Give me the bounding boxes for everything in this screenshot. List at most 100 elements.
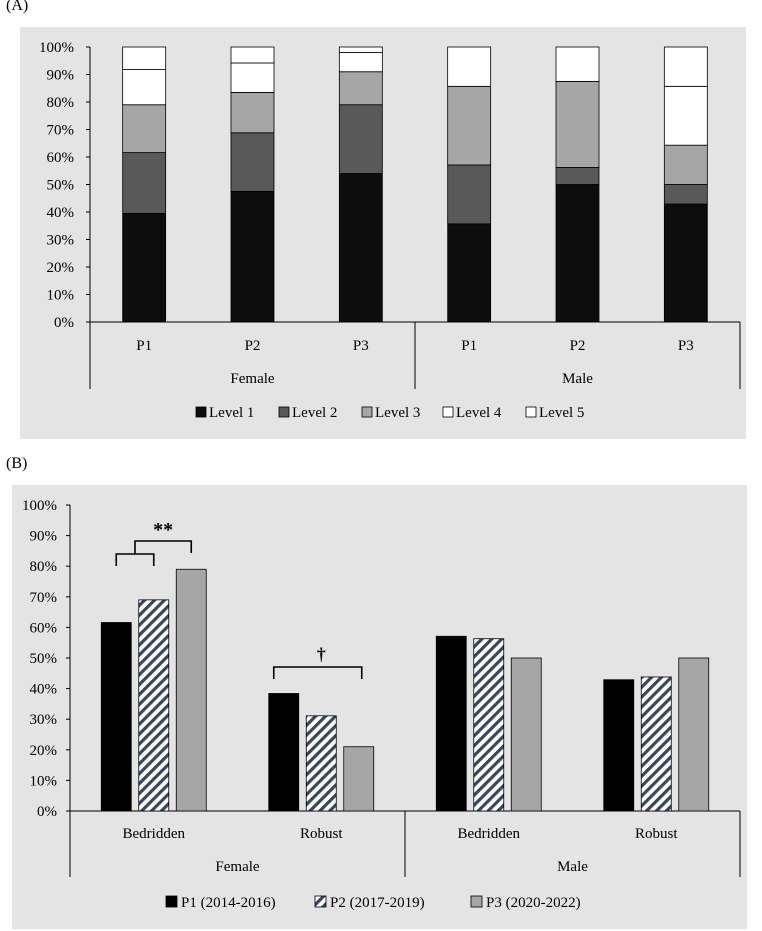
legend-label: Level 2 (292, 405, 337, 421)
y-tick-label: 20% (30, 743, 58, 759)
y-tick-label: 90% (30, 529, 58, 545)
bar-segment (338, 173, 383, 323)
significance-label: † (317, 644, 326, 664)
group-label: Female (230, 371, 274, 387)
bar-segment (122, 212, 167, 323)
bar-segment (555, 167, 600, 185)
bar-segment (230, 62, 275, 93)
y-tick-label: 90% (47, 68, 75, 84)
bar-segment (122, 46, 167, 70)
legend-swatch (470, 895, 483, 908)
y-tick-label: 30% (47, 233, 75, 249)
x-tick-label: P3 (353, 338, 369, 354)
y-tick-label: 70% (30, 590, 58, 606)
chart-b: 0% 10% 20% 30% 40% 50% 60% 70% 80% 90% 100% Bedridd… (22, 498, 741, 911)
bar-segment (447, 85, 492, 166)
significance-label: ** (153, 519, 173, 541)
bar-segment (555, 46, 600, 82)
significance-bracket (272, 666, 363, 679)
y-tick-label: 70% (47, 123, 75, 139)
bar (175, 568, 207, 812)
x-tick-label: P2 (570, 338, 586, 354)
legend-swatch (278, 406, 290, 418)
bar-segment (122, 69, 167, 106)
legend-swatch (314, 895, 327, 908)
bar-segment (122, 152, 167, 214)
y-tick-label: 50% (30, 651, 58, 667)
x-tick-label: Bedridden (123, 826, 186, 842)
bar-segment (663, 184, 708, 205)
legend-label: P1 (2014-2016) (181, 895, 276, 911)
x-tick-label: Bedridden (458, 826, 521, 842)
legend-swatch (442, 406, 454, 418)
x-tick-label: P1 (136, 338, 152, 354)
legend-swatch (361, 406, 373, 418)
legend-label: P3 (2020-2022) (486, 895, 581, 911)
x-tick-label: Robust (635, 826, 678, 842)
group-label: Male (562, 371, 593, 387)
legend-label: Level 1 (209, 405, 254, 421)
y-tick-label: 100% (39, 40, 74, 56)
legend-swatch (165, 895, 178, 908)
bar-segment (338, 71, 383, 106)
panel-b-label: (B) (6, 455, 28, 472)
bar-segment (663, 144, 708, 185)
legend-swatch (195, 406, 207, 418)
bar-segment (230, 91, 275, 134)
y-tick-label: 80% (47, 95, 75, 111)
bar-segment (230, 46, 275, 64)
bar (473, 638, 505, 812)
legend-label: Level 5 (539, 405, 584, 421)
y-tick-label: 100% (22, 498, 57, 514)
legend-label: P2 (2017-2019) (330, 895, 425, 911)
bar-segment (230, 190, 275, 323)
bar (343, 746, 375, 812)
x-tick-label: P2 (245, 338, 261, 354)
bar-segment (555, 184, 600, 323)
y-tick-label: 80% (30, 559, 58, 575)
bar-segment (230, 132, 275, 192)
bar-segment (663, 46, 708, 87)
y-tick-label: 0% (37, 804, 57, 820)
legend-label: Level 4 (456, 405, 502, 421)
y-tick-label: 60% (30, 620, 58, 636)
x-tick-label: P1 (461, 338, 477, 354)
bar-segment (447, 223, 492, 323)
bar-segment (663, 203, 708, 323)
bar-segment (122, 104, 167, 153)
y-tick-label: 20% (47, 260, 75, 276)
bar (435, 635, 467, 812)
bar-segment (338, 46, 383, 53)
group-label: Male (557, 859, 588, 875)
legend-swatch (525, 406, 537, 418)
bar-segment (447, 46, 492, 87)
y-tick-label: 40% (30, 682, 58, 698)
group-label: Female (215, 859, 259, 875)
bar (100, 622, 132, 812)
bar-segment (338, 52, 383, 73)
y-tick-label: 10% (47, 288, 75, 304)
bar (603, 679, 635, 812)
y-tick-label: 10% (30, 773, 58, 789)
y-tick-label: 40% (47, 205, 75, 221)
y-tick-label: 30% (30, 712, 58, 728)
significance-bracket-outer (134, 540, 193, 554)
bar (640, 676, 672, 812)
y-tick-label: 0% (54, 315, 74, 331)
x-tick-label: P3 (678, 338, 694, 354)
chart-a: 0% 10% 20% 30% 40% 50% 60% 70% 80% 90% 100% P1 P2 P3 P… (39, 40, 741, 421)
bar (510, 657, 542, 812)
panel-a-label: (A) (6, 0, 29, 14)
bar (678, 657, 710, 812)
y-tick-label: 60% (47, 150, 75, 166)
x-tick-label: Robust (300, 826, 343, 842)
bar-segment (663, 85, 708, 146)
bar (268, 693, 300, 812)
bar-segment (447, 164, 492, 225)
y-tick-label: 50% (47, 178, 75, 194)
bar-segment (555, 80, 600, 168)
bar (138, 599, 170, 812)
bar (305, 715, 337, 812)
legend-label: Level 3 (375, 405, 420, 421)
